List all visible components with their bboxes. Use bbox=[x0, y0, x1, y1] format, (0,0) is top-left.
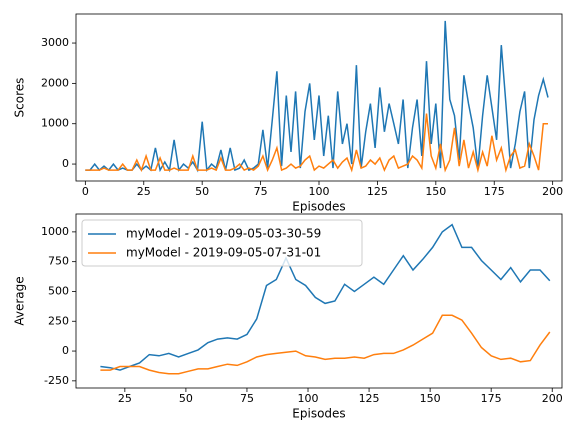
x-tick-label: 0 bbox=[82, 185, 89, 198]
x-tick-label: 200 bbox=[542, 185, 563, 198]
x-tick-label: 125 bbox=[359, 392, 380, 405]
y-tick-label: 0 bbox=[62, 157, 69, 170]
x-axis-label: Episodes bbox=[292, 407, 345, 421]
legend: myModel - 2019-09-05-03-30-59 myModel - 2… bbox=[81, 219, 363, 267]
x-tick-label: 50 bbox=[179, 392, 193, 405]
y-axis-label: Scores bbox=[13, 78, 27, 118]
y-axis-label: Average bbox=[13, 276, 27, 325]
y-tick-label: 1000 bbox=[41, 225, 69, 238]
y-tick-label: 250 bbox=[48, 314, 69, 327]
x-tick-label: 25 bbox=[137, 185, 151, 198]
x-tick-label: 25 bbox=[118, 392, 132, 405]
x-tick-label: 75 bbox=[254, 185, 268, 198]
axes-frame bbox=[75, 213, 563, 389]
legend-label: myModel - 2019-09-05-03-30-59 bbox=[126, 227, 321, 241]
y-tick-label: -250 bbox=[44, 374, 69, 387]
legend-box bbox=[81, 219, 363, 267]
y-tick-label: 1000 bbox=[41, 117, 69, 130]
series-line bbox=[85, 113, 548, 174]
x-axis-label: Episodes bbox=[292, 200, 345, 214]
x-tick-label: 175 bbox=[484, 185, 505, 198]
y-tick-label: 2000 bbox=[41, 76, 69, 89]
x-tick-label: 150 bbox=[425, 185, 446, 198]
x-tick-label: 100 bbox=[309, 185, 330, 198]
x-tick-label: 50 bbox=[195, 185, 209, 198]
x-tick-label: 150 bbox=[420, 392, 441, 405]
legend-label: myModel - 2019-09-05-07-31-01 bbox=[126, 246, 321, 260]
y-tick-label: 3000 bbox=[41, 36, 69, 49]
series-line bbox=[100, 314, 551, 375]
series-line bbox=[100, 223, 551, 371]
y-tick-label: 500 bbox=[48, 284, 69, 297]
x-tick-label: 200 bbox=[542, 392, 563, 405]
x-tick-label: 100 bbox=[298, 392, 319, 405]
y-tick-label: 750 bbox=[48, 255, 69, 268]
x-tick-label: 75 bbox=[240, 392, 254, 405]
y-tick-label: 0 bbox=[62, 344, 69, 357]
x-tick-label: 125 bbox=[367, 185, 388, 198]
x-tick-label: 175 bbox=[481, 392, 502, 405]
